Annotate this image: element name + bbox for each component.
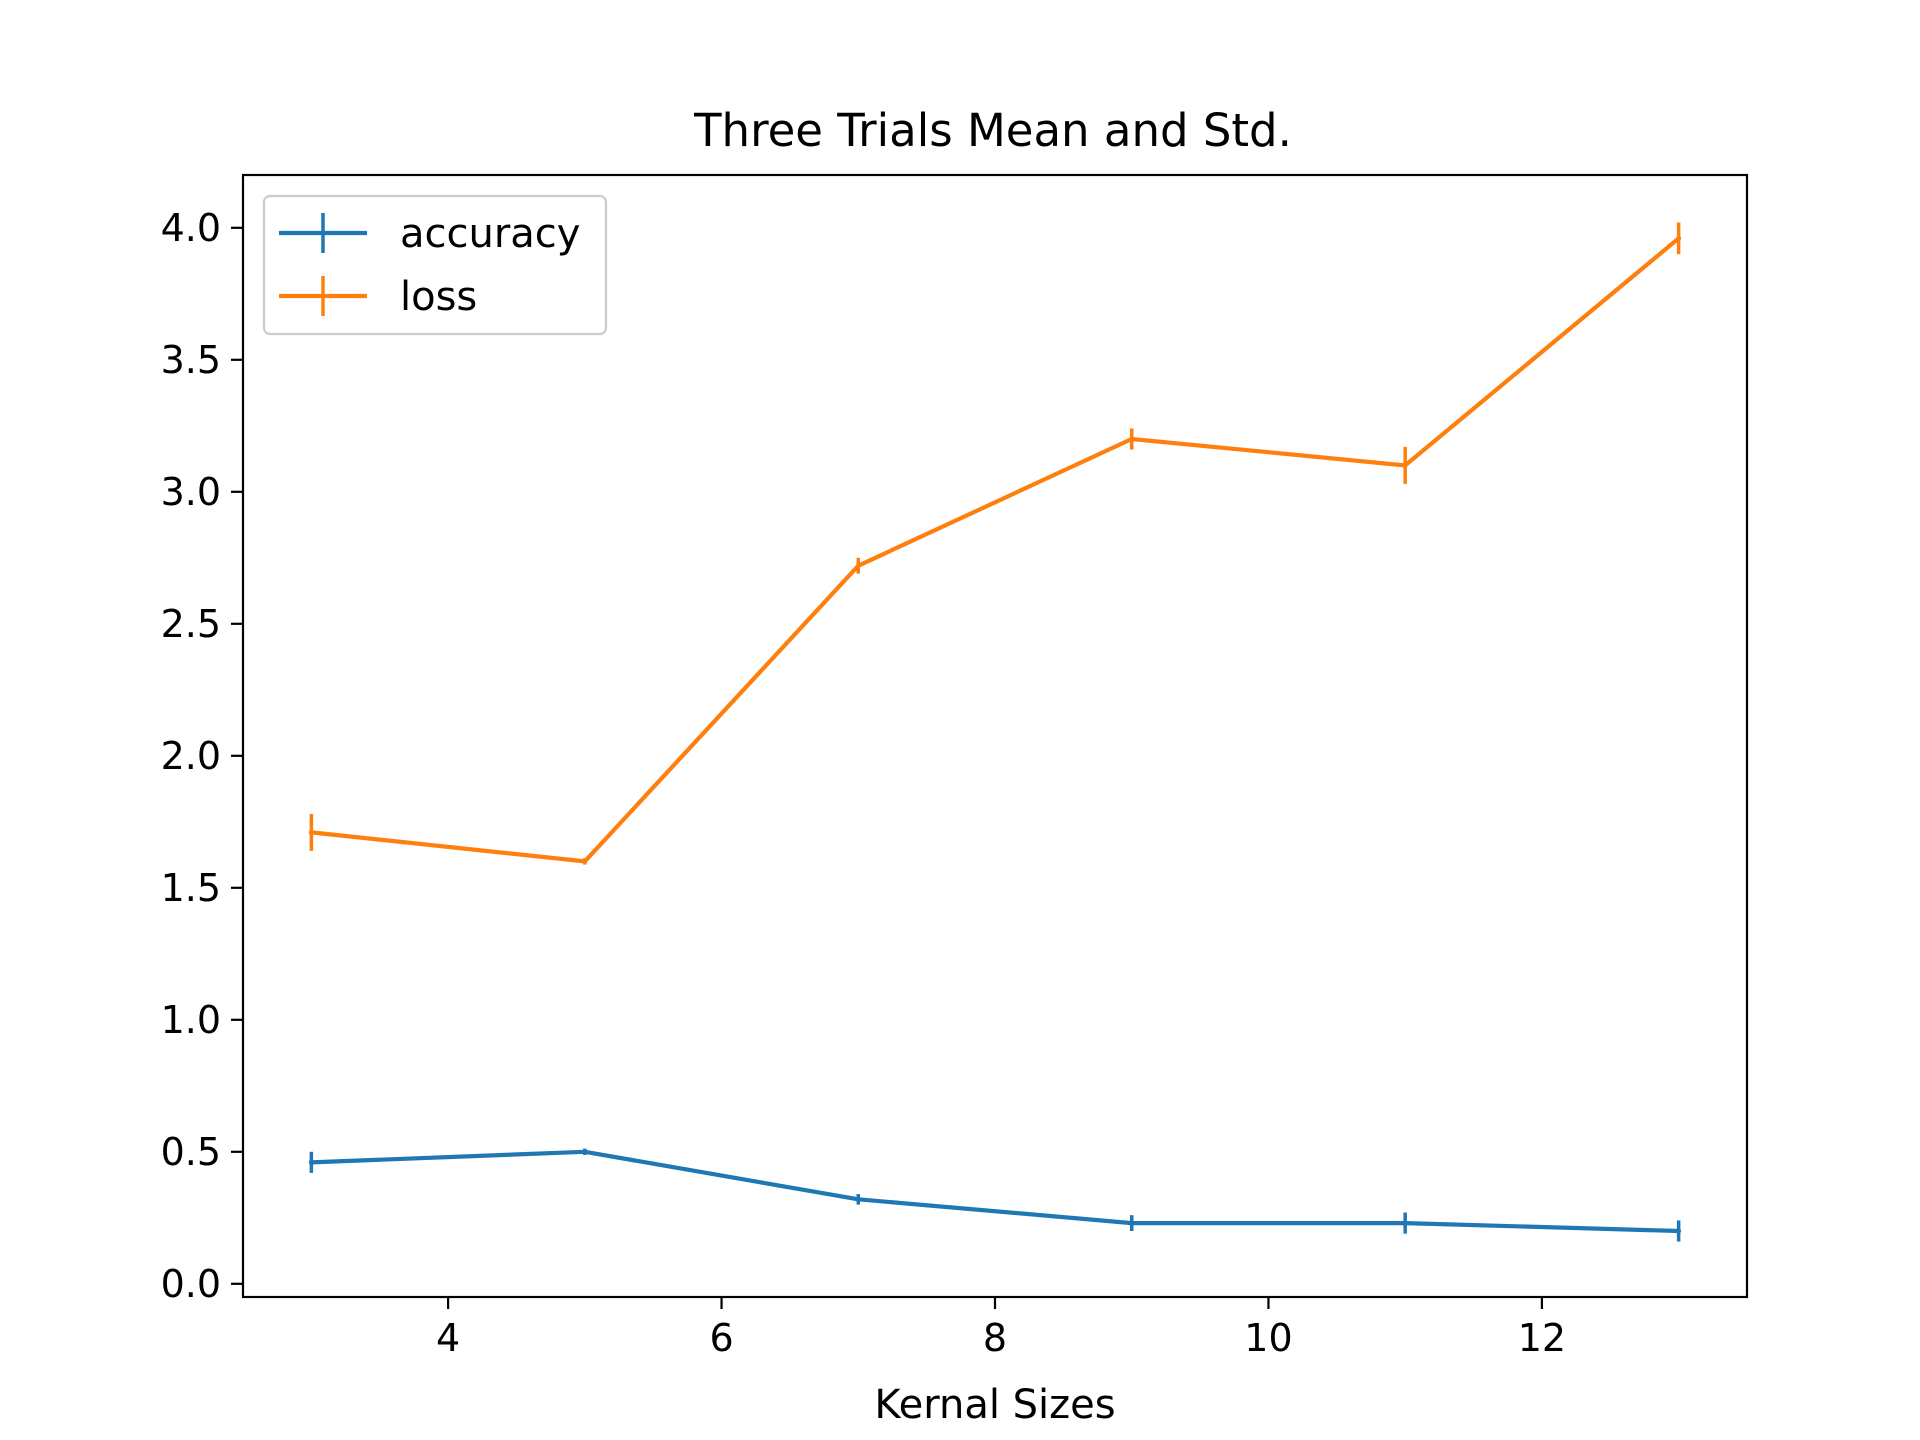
data-point-accuracy [855, 1196, 861, 1202]
data-point-loss [582, 858, 588, 864]
legend-label-accuracy: accuracy [400, 211, 580, 257]
x-tick-label: 4 [436, 1316, 460, 1360]
chart-title: Three Trials Mean and Std. [693, 104, 1292, 157]
series-accuracy [308, 1148, 1682, 1242]
y-tick-label: 0.5 [161, 1130, 221, 1174]
y-tick-label: 2.0 [161, 734, 221, 778]
y-axis: 0.0 0.5 1.0 1.5 2.0 2.5 3.0 3.5 4.0 [161, 206, 243, 1306]
data-point-accuracy [1129, 1220, 1135, 1226]
y-tick-label: 1.0 [161, 998, 221, 1042]
data-point-loss [855, 563, 861, 569]
data-point-loss [308, 829, 314, 835]
x-tick-label: 8 [983, 1316, 1007, 1360]
series-line-loss [311, 236, 1680, 864]
data-point-accuracy [582, 1149, 588, 1155]
series-layer [308, 222, 1682, 1242]
legend: accuracy loss [262, 194, 608, 336]
y-tick-label: 0.0 [161, 1262, 221, 1306]
x-tick-label: 10 [1244, 1316, 1292, 1360]
y-tick-label: 4.0 [161, 206, 221, 250]
y-tick-label: 3.0 [161, 470, 221, 514]
y-tick-label: 1.5 [161, 866, 221, 910]
data-point-accuracy [1676, 1228, 1682, 1234]
plot-area [241, 173, 1749, 1299]
data-point-loss [1129, 436, 1135, 442]
legend-label-loss: loss [400, 274, 477, 320]
x-axis: 4 6 8 10 12 [436, 1297, 1566, 1360]
data-point-loss [1676, 235, 1682, 241]
data-point-accuracy [308, 1159, 314, 1165]
y-tick-label: 3.5 [161, 338, 221, 382]
data-point-accuracy [1402, 1220, 1408, 1226]
legend-frame [262, 194, 608, 336]
x-tick-label: 12 [1518, 1316, 1566, 1360]
series-line-accuracy [311, 1149, 1679, 1234]
data-point-loss [1402, 462, 1408, 468]
x-tick-label: 6 [709, 1316, 733, 1360]
y-tick-label: 2.5 [161, 602, 221, 646]
series-loss [308, 222, 1682, 865]
x-axis-label: Kernal Sizes [874, 1382, 1115, 1428]
